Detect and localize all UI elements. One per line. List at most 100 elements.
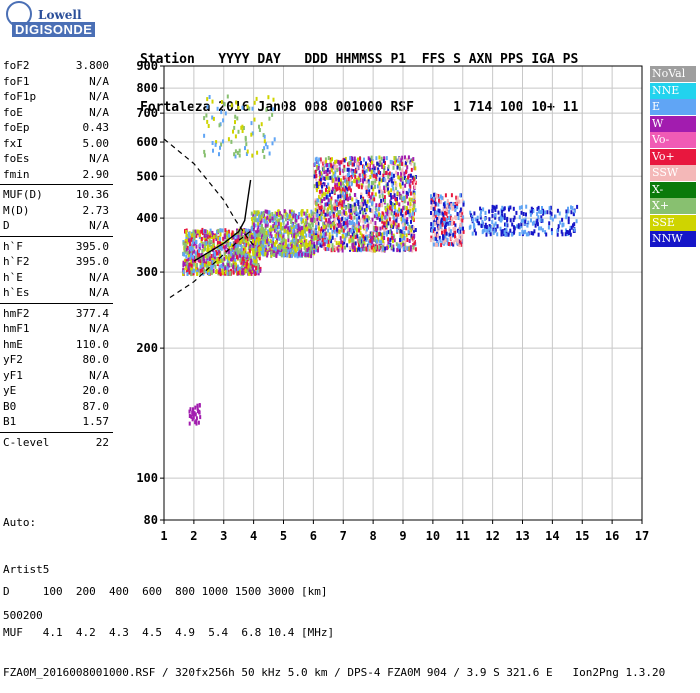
echo-point — [182, 241, 185, 246]
echo-point — [208, 233, 211, 238]
y-tick-label: 900 — [136, 59, 158, 73]
echo-point — [220, 142, 223, 147]
echo-point — [310, 235, 313, 240]
echo-point — [256, 235, 259, 240]
echo-point — [259, 215, 262, 220]
echo-point — [446, 205, 449, 210]
echo-point — [433, 192, 435, 197]
echo-point — [254, 223, 257, 228]
echo-point — [281, 218, 284, 223]
echo-point — [317, 233, 320, 238]
echo-point — [230, 139, 233, 144]
echo-point — [241, 105, 244, 110]
echo-point — [399, 162, 401, 167]
echo-point — [228, 262, 231, 267]
echo-point — [383, 177, 386, 182]
echo-point — [392, 173, 395, 178]
echo-point — [270, 241, 273, 246]
echo-point — [197, 229, 200, 234]
echo-point — [254, 241, 257, 246]
echo-point — [391, 160, 394, 165]
echo-point — [455, 216, 458, 220]
echo-point — [430, 205, 433, 210]
echo-point — [353, 245, 356, 250]
echo-point — [202, 255, 205, 260]
echo-point — [369, 199, 372, 204]
echo-point — [454, 234, 456, 239]
echo-point — [544, 230, 547, 235]
echo-point — [397, 223, 400, 228]
echo-point — [220, 263, 223, 268]
echo-point — [223, 102, 226, 107]
echo-point — [390, 231, 393, 236]
echo-point — [513, 229, 516, 234]
echo-point — [373, 236, 376, 241]
echo-point — [335, 159, 338, 164]
echo-point — [570, 225, 573, 230]
echo-point — [520, 222, 523, 227]
echo-point — [355, 199, 358, 204]
echo-point — [208, 257, 211, 262]
echo-point — [355, 228, 358, 233]
echo-point — [321, 211, 324, 216]
echo-point — [394, 221, 397, 226]
echo-point — [430, 222, 433, 227]
echo-point — [378, 239, 381, 244]
echo-point — [327, 182, 330, 187]
param-row: foEs N/A — [0, 151, 113, 167]
echo-point — [250, 234, 253, 239]
echo-point — [376, 184, 379, 189]
echo-point — [381, 247, 384, 252]
echo-point — [244, 258, 246, 263]
echo-point — [530, 206, 533, 211]
echo-point — [366, 185, 369, 190]
echo-point — [399, 229, 402, 234]
echo-point — [412, 216, 415, 221]
echo-point — [251, 249, 254, 254]
echo-point — [242, 228, 245, 233]
echo-point — [409, 245, 412, 250]
echo-point — [400, 195, 403, 200]
echo-point — [441, 240, 444, 245]
echo-point — [371, 240, 374, 245]
echo-point — [437, 202, 440, 207]
echo-point — [253, 259, 256, 264]
echo-point — [304, 221, 307, 225]
echo-point — [352, 162, 355, 167]
echo-point — [397, 245, 399, 250]
echo-point — [338, 201, 341, 206]
echo-point — [351, 174, 353, 179]
echo-point — [373, 170, 376, 175]
echo-point — [575, 219, 578, 224]
param-name: h`F — [3, 239, 23, 253]
echo-point — [210, 254, 213, 258]
echo-point — [314, 248, 317, 253]
echo-point — [208, 240, 211, 245]
echo-point — [432, 216, 435, 221]
echo-point — [386, 218, 389, 223]
echo-point — [348, 239, 351, 244]
echo-point — [206, 119, 209, 124]
echo-point — [354, 241, 357, 246]
echo-point — [404, 183, 407, 188]
echo-point — [378, 162, 381, 167]
echo-point — [521, 230, 524, 235]
echo-point — [501, 205, 504, 210]
echo-point — [242, 238, 245, 243]
echo-point — [246, 149, 249, 154]
echo-point — [394, 205, 396, 210]
echo-point — [287, 238, 290, 243]
echo-point — [530, 231, 533, 236]
echo-point — [367, 244, 370, 249]
echo-point — [237, 105, 240, 110]
echo-point — [266, 251, 269, 256]
echo-point — [250, 132, 253, 137]
echo-point — [345, 191, 348, 196]
echo-point — [232, 252, 235, 257]
echo-point — [500, 232, 503, 237]
echo-point — [358, 173, 361, 178]
echo-point — [294, 224, 297, 229]
echo-point — [515, 210, 518, 215]
echo-point — [399, 233, 402, 238]
echo-point — [343, 187, 346, 192]
